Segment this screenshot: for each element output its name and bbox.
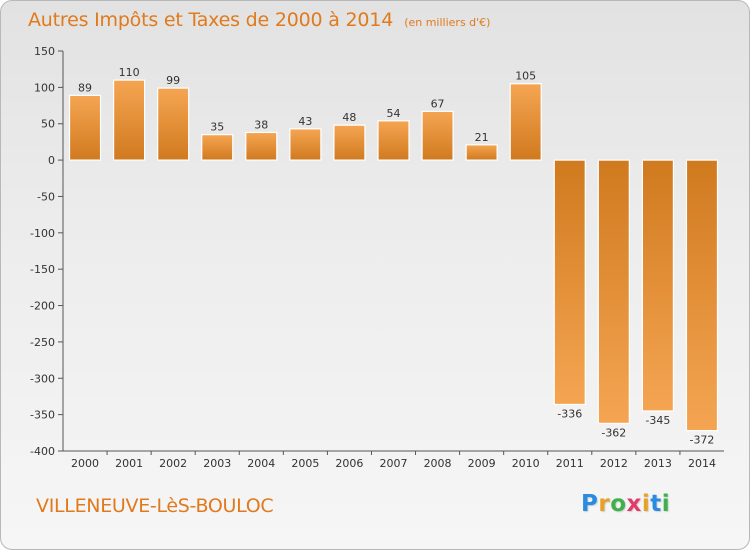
bar-2004 bbox=[245, 131, 278, 161]
data-label-2011: -336 bbox=[557, 407, 582, 420]
data-label-2009: 21 bbox=[475, 131, 489, 144]
city-name: VILLENEUVE-LèS-BOULOC bbox=[36, 495, 274, 517]
chart-title: Autres Impôts et Taxes de 2000 à 2014 (e… bbox=[28, 9, 490, 31]
logo-letter: i bbox=[641, 491, 651, 517]
x-tick-label: 2012 bbox=[600, 457, 628, 470]
bar-2005 bbox=[289, 128, 322, 161]
y-tick-label: 0 bbox=[48, 154, 55, 167]
y-tick-label: -50 bbox=[37, 190, 55, 203]
x-tick-label: 2002 bbox=[159, 457, 187, 470]
bar-2001 bbox=[112, 79, 146, 161]
logo-letter: r bbox=[598, 491, 611, 517]
data-label-2013: -345 bbox=[645, 414, 670, 427]
data-label-2006: 48 bbox=[342, 111, 356, 124]
data-label-2001: 110 bbox=[119, 66, 140, 79]
y-tick-label: -200 bbox=[30, 300, 55, 313]
x-tick-label: 2001 bbox=[115, 457, 143, 470]
y-tick-label: 50 bbox=[41, 118, 55, 131]
data-label-2010: 105 bbox=[515, 70, 536, 83]
logo-letter: i bbox=[661, 491, 671, 517]
logo-letter: P bbox=[581, 491, 599, 517]
bar-2014 bbox=[685, 159, 719, 432]
bar-2008 bbox=[421, 110, 454, 161]
data-label-2000: 89 bbox=[78, 81, 92, 94]
bar-2002 bbox=[157, 87, 190, 161]
logo-letter: o bbox=[610, 491, 627, 517]
proxiti-logo[interactable]: Proxiti bbox=[581, 491, 670, 517]
logo-letter: x bbox=[626, 491, 642, 517]
bar-2012 bbox=[597, 159, 630, 424]
x-tick-label: 2010 bbox=[512, 457, 540, 470]
y-tick-label: -250 bbox=[30, 336, 55, 349]
bar-2011 bbox=[553, 159, 586, 406]
data-label-2008: 67 bbox=[431, 97, 445, 110]
y-tick-label: -350 bbox=[30, 409, 55, 422]
y-tick-label: -100 bbox=[30, 227, 55, 240]
x-tick-label: 2006 bbox=[335, 457, 363, 470]
y-tick-label: -400 bbox=[30, 445, 55, 458]
title-text: Autres Impôts et Taxes de 2000 à 2014 bbox=[28, 9, 394, 31]
data-label-2003: 35 bbox=[210, 121, 224, 134]
bar-2003 bbox=[201, 134, 234, 161]
bars bbox=[68, 79, 719, 432]
data-labels: 89 110 99 35 38 43 48 54 67 21 105 -336 -362 -345 -372 bbox=[78, 66, 714, 447]
y-tick-label: 100 bbox=[34, 81, 55, 94]
data-label-2014: -372 bbox=[689, 434, 714, 447]
logo-letter: t bbox=[650, 491, 662, 517]
bar-2006 bbox=[333, 124, 366, 161]
bar-2013 bbox=[641, 159, 675, 412]
x-tick-label: 2005 bbox=[291, 457, 319, 470]
bar-2007 bbox=[377, 120, 410, 161]
x-tick-label: 2003 bbox=[203, 457, 231, 470]
x-tick-label: 2013 bbox=[644, 457, 672, 470]
bar-2000 bbox=[68, 94, 102, 161]
x-tick-label: 2007 bbox=[380, 457, 408, 470]
x-tick-label: 2000 bbox=[71, 457, 99, 470]
x-tick-label: 2011 bbox=[556, 457, 584, 470]
data-label-2004: 38 bbox=[254, 118, 268, 131]
x-tick-label: 2014 bbox=[688, 457, 716, 470]
y-tick-label: 150 bbox=[34, 45, 55, 58]
data-label-2002: 99 bbox=[166, 74, 180, 87]
data-label-2012: -362 bbox=[601, 426, 626, 439]
x-tick-label: 2004 bbox=[247, 457, 275, 470]
bar-2010 bbox=[509, 83, 542, 161]
x-tick-label: 2008 bbox=[424, 457, 452, 470]
x-tick-label: 2009 bbox=[468, 457, 496, 470]
y-tick-label: -300 bbox=[30, 372, 55, 385]
axes: 150 100 50 0 -50 -100 -150 -200 -250 -300 -350 -400… bbox=[30, 45, 724, 470]
unit-note: (en milliers d'€) bbox=[404, 16, 491, 29]
data-label-2007: 54 bbox=[387, 107, 401, 120]
y-tick-label: -150 bbox=[30, 263, 55, 276]
data-label-2005: 43 bbox=[298, 115, 312, 128]
bar-2009 bbox=[465, 144, 498, 161]
